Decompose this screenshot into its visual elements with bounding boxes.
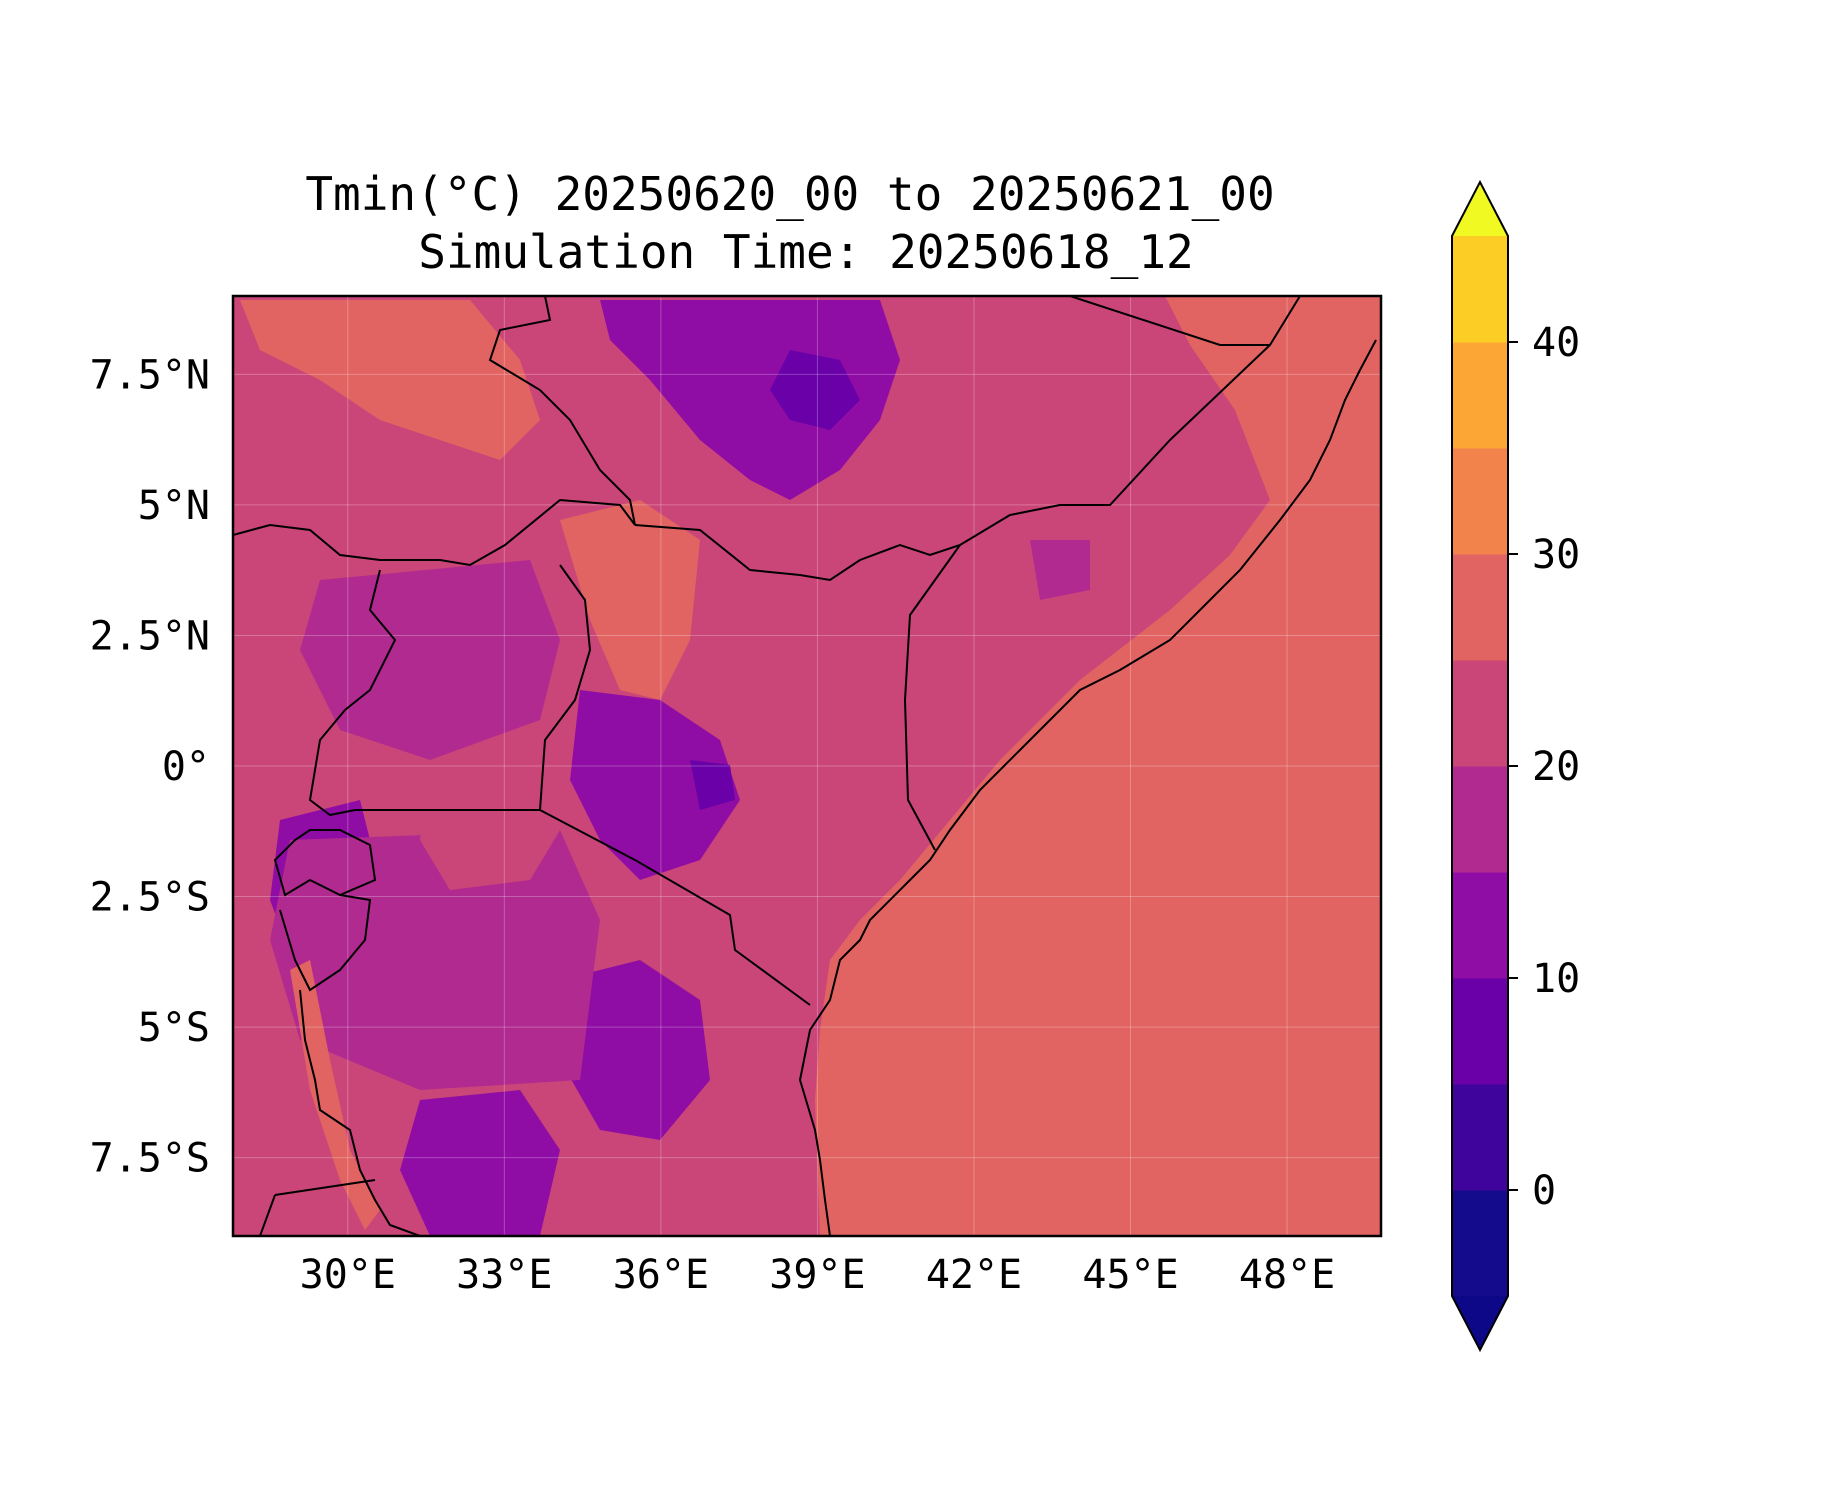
map-frame — [231, 294, 1383, 1238]
colorbar-segment — [1452, 1084, 1508, 1191]
patch-cold-core-ethiopia — [770, 350, 860, 430]
y-tick-label: 2.5°N — [90, 613, 210, 659]
coastline — [798, 339, 1377, 1236]
border-lake-tanganyika-east — [299, 989, 421, 1236]
map-gridlines — [233, 296, 1381, 1236]
map-panel: 30°E 33°E 36°E 39°E 42°E 45°E 48°E 7.5°N 5°N 2.5… — [90, 294, 1383, 1298]
y-axis-tick-labels: 7.5°N 5°N 2.5°N 0° 2.5°S 5°S 7.5°S — [90, 352, 210, 1181]
patch-lake-victoria — [420, 770, 560, 890]
country-borders — [233, 296, 1377, 1236]
x-tick-label: 48°E — [1239, 1252, 1335, 1298]
border-drc-uganda — [308, 569, 397, 817]
x-tick-label: 39°E — [769, 1252, 865, 1298]
x-axis-tick-labels: 30°E 33°E 36°E 39°E 42°E 45°E 48°E — [300, 1252, 1336, 1298]
patch-cool-kenya-highlands — [570, 690, 740, 880]
colorbar-extend-under — [1452, 1296, 1508, 1350]
patch-cool-south-highlands — [400, 1090, 560, 1236]
border-somaliland — [1069, 296, 1270, 346]
border-ethiopia-south — [634, 524, 961, 582]
patch-cold-kenya-peak — [690, 760, 735, 810]
y-tick-label: 0° — [162, 744, 210, 790]
patch-warm-lake-tanganyika — [290, 960, 380, 1230]
colorbar-segment — [1452, 448, 1508, 555]
x-tick-label: 33°E — [456, 1252, 552, 1298]
colorbar-segment — [1452, 554, 1508, 661]
colorbar-outline — [1451, 179, 1509, 1353]
x-tick-label: 36°E — [613, 1252, 709, 1298]
border-rwanda-burundi — [273, 829, 377, 897]
colorbar-segment — [1452, 342, 1508, 449]
colorbar-extend-over — [1452, 182, 1508, 236]
colorbar: 0 10 20 30 40 — [1451, 179, 1580, 1353]
patch-mid-uganda — [300, 560, 560, 760]
patch-warm-rift — [560, 500, 700, 700]
x-tick-label: 42°E — [926, 1252, 1022, 1298]
border-south-sudan-uganda — [233, 498, 636, 567]
colorbar-tick-label: 0 — [1532, 1168, 1556, 1214]
temperature-patches — [240, 300, 1090, 1236]
border-kenya-tanzania — [539, 809, 811, 1006]
figure-title-line2: Simulation Time: 20250618_12 — [418, 225, 1193, 279]
x-tick-label: 30°E — [300, 1252, 396, 1298]
border-south-sudan-ethiopia — [488, 296, 636, 526]
y-tick-label: 5°S — [138, 1005, 210, 1051]
colorbar-segment — [1452, 236, 1508, 343]
colorbar-tick-label: 30 — [1532, 532, 1580, 578]
y-tick-label: 5°N — [138, 483, 210, 529]
y-tick-label: 7.5°S — [90, 1136, 210, 1182]
colorbar-segment — [1452, 1190, 1508, 1297]
colorbar-tick-label: 10 — [1532, 956, 1580, 1002]
y-tick-label: 2.5°S — [90, 875, 210, 921]
colorbar-tick-label: 40 — [1532, 320, 1580, 366]
colorbar-segment — [1452, 978, 1508, 1085]
colorbar-segment — [1452, 766, 1508, 873]
y-tick-label: 7.5°N — [90, 352, 210, 398]
border-uganda-kenya — [539, 564, 592, 811]
colorbar-tick-label: 20 — [1532, 744, 1580, 790]
border-burundi-tanzania — [279, 894, 372, 992]
figure-title-line1: Tmin(°C) 20250620_00 to 20250621_00 — [305, 167, 1274, 221]
patch-cool-highlands-ethiopia — [600, 300, 900, 500]
patch-cool-tanzania — [560, 960, 710, 1140]
border-zambia-west — [259, 1194, 276, 1236]
x-tick-label: 45°E — [1082, 1252, 1178, 1298]
border-kenya-somalia — [903, 544, 961, 851]
patch-mid-somali-plateau — [1030, 540, 1090, 600]
colorbar-segment — [1452, 660, 1508, 767]
patch-mid-tanzania-central — [270, 830, 600, 1090]
colorbar-segment — [1452, 872, 1508, 979]
border-zambia — [274, 1179, 376, 1196]
patch-warm-sudan — [240, 300, 540, 460]
